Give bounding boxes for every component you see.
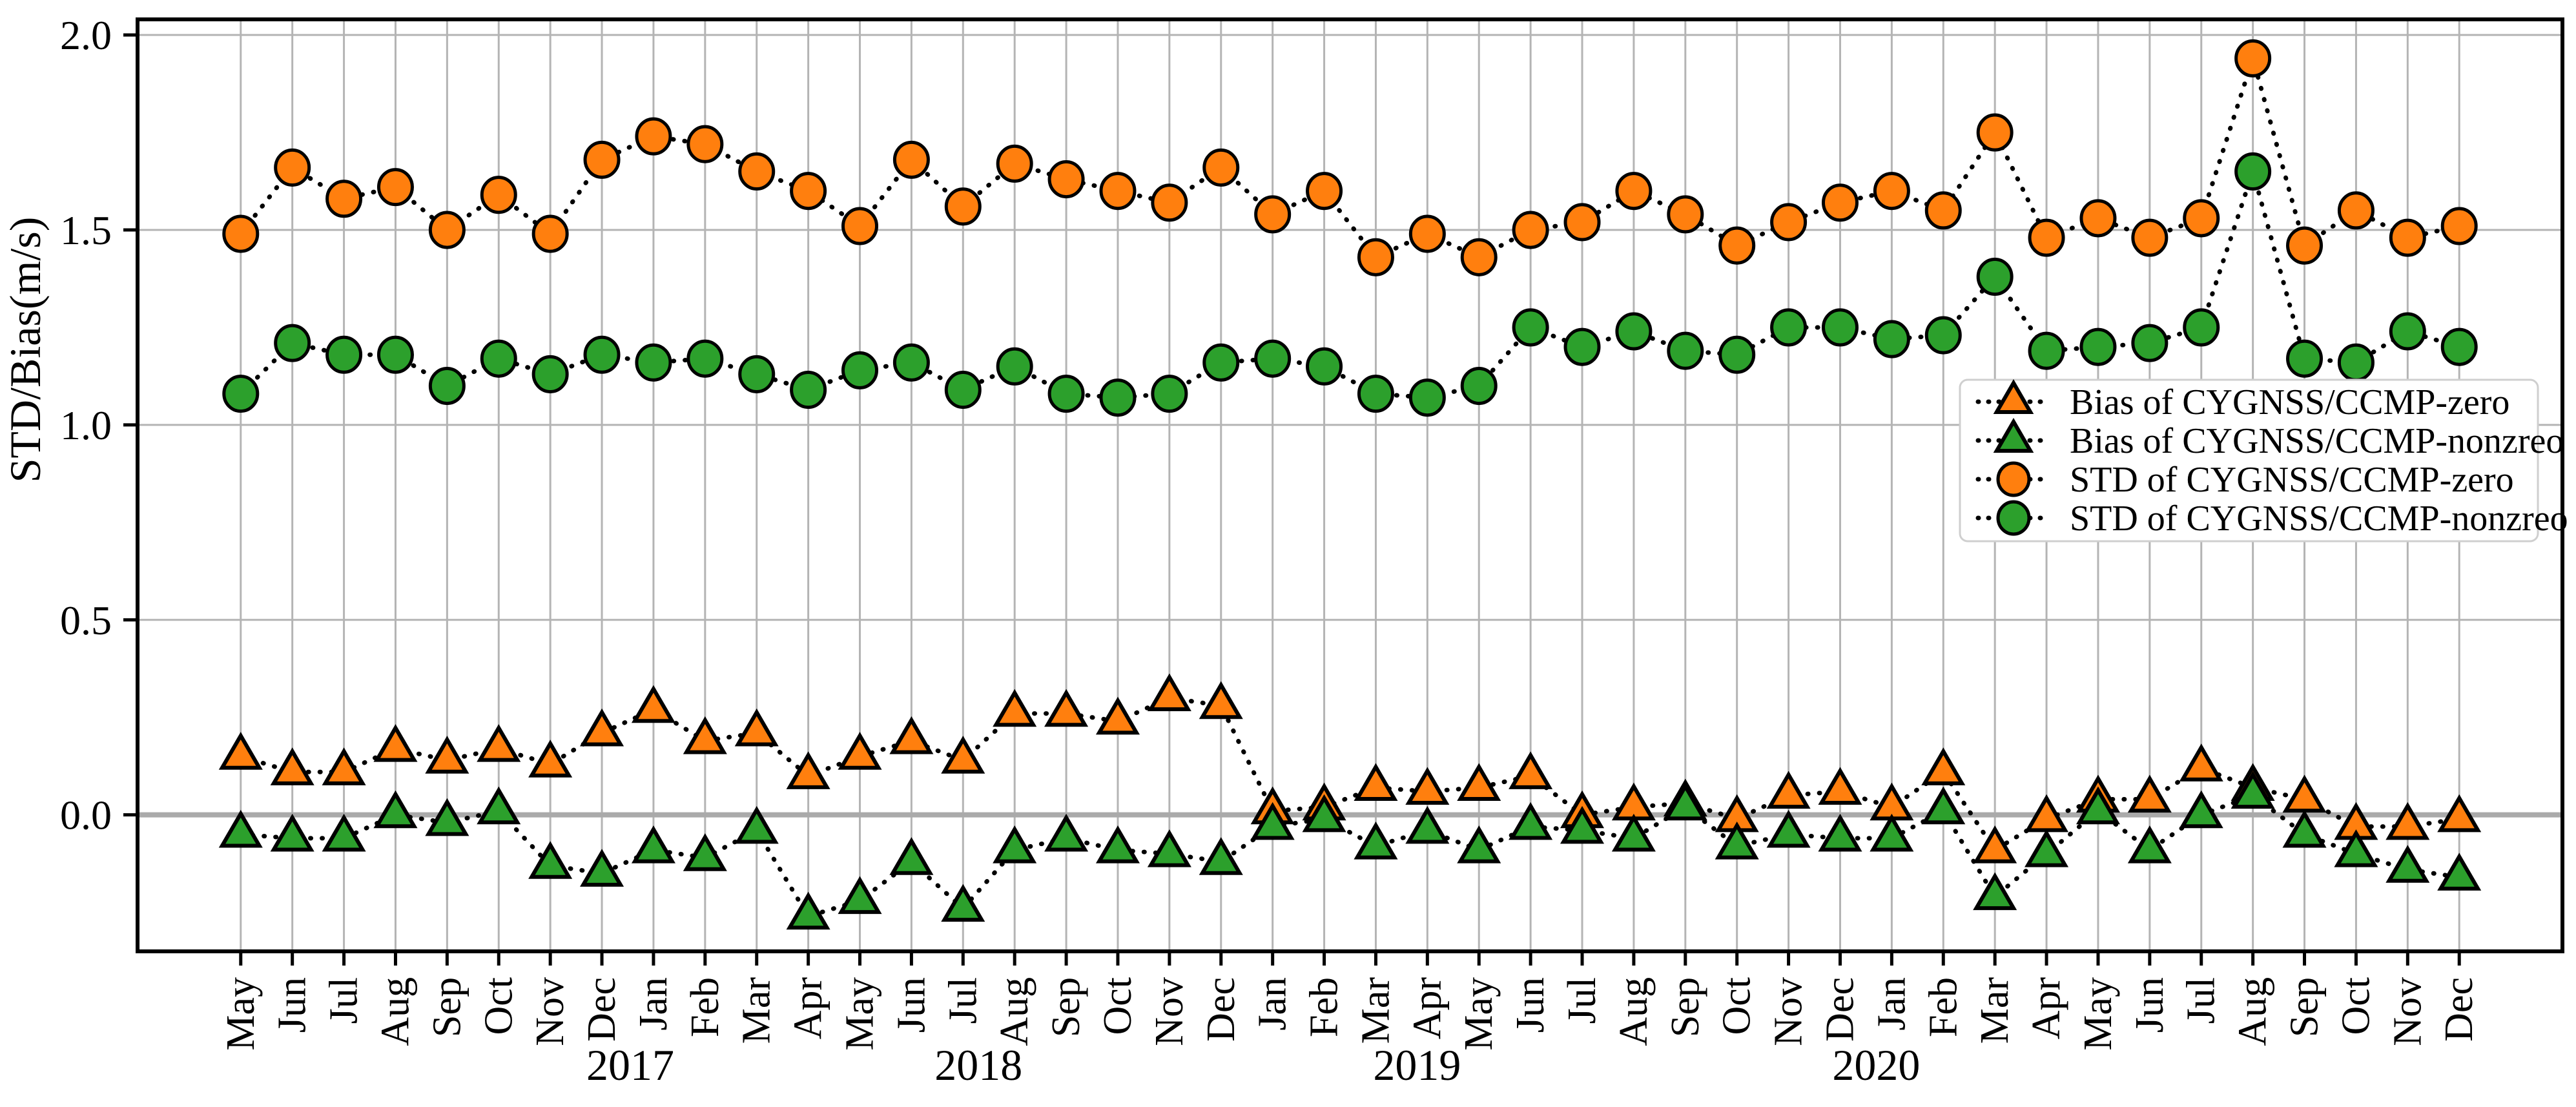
year-label-2019: 2019 xyxy=(1373,1040,1461,1090)
month-tick-label: Nov xyxy=(2385,977,2429,1046)
month-tick-label: Feb xyxy=(1303,977,1346,1037)
month-tick-label: Jun xyxy=(1509,977,1552,1033)
y-tick-labels: 0.0 0.5 1.0 1.5 2.0 xyxy=(60,12,112,838)
month-tick-label: Sep xyxy=(1664,977,1707,1037)
month-tick-label: May xyxy=(838,977,882,1051)
y-tick-label: 0.5 xyxy=(60,597,112,643)
y-tick-label: 1.0 xyxy=(60,402,112,448)
month-tick-label: Jan xyxy=(632,977,675,1031)
plot-border xyxy=(136,17,2564,953)
month-tick-label: Dec xyxy=(1818,977,1862,1042)
month-tick-label: Oct xyxy=(1715,977,1759,1035)
month-tick-label: Apr xyxy=(787,977,830,1040)
month-tick-label: Jan xyxy=(1870,977,1913,1031)
month-tick-label: Aug xyxy=(2231,977,2275,1046)
month-tick-label: Mar xyxy=(1973,977,2017,1044)
month-tick-label: Feb xyxy=(683,977,727,1037)
month-tick-label: Jul xyxy=(322,977,366,1024)
legend-item-1: Bias of CYGNSS/CCMP-zero xyxy=(1975,379,2509,422)
month-tick-label: Oct xyxy=(2334,977,2378,1035)
month-tick-label: Jul xyxy=(941,977,985,1024)
legend-label: Bias of CYGNSS/CCMP-nonzreo xyxy=(2070,421,2564,461)
legend-label: Bias of CYGNSS/CCMP-zero xyxy=(2070,382,2509,422)
month-tick-label: Oct xyxy=(477,977,520,1035)
month-tick-label: Dec xyxy=(1199,977,1243,1042)
series-std-nonzreo xyxy=(222,152,2478,417)
y-tick-label: 1.5 xyxy=(60,207,112,253)
month-tick-label: Nov xyxy=(1148,977,1191,1046)
month-tick-label: May xyxy=(2076,977,2120,1051)
series-bias-nonzreo xyxy=(218,771,2482,930)
year-label-2020: 2020 xyxy=(1832,1040,1920,1090)
month-tick-label: Nov xyxy=(528,977,572,1046)
legend-item-2: Bias of CYGNSS/CCMP-nonzreo xyxy=(1975,418,2564,461)
y-tick-label: 2.0 xyxy=(60,12,112,58)
month-tick-label: Sep xyxy=(2283,977,2327,1037)
month-tick-label: Dec xyxy=(580,977,624,1042)
axis-ticks xyxy=(123,33,2461,966)
x-tick-labels: May Jun Jul Aug Sep Oct Nov Dec Jan Feb Mar Apr May J… xyxy=(219,977,2481,1051)
month-tick-label: Sep xyxy=(1044,977,1088,1037)
legend-label: STD of CYGNSS/CCMP-nonzreo xyxy=(2070,499,2568,539)
legend-item-4: STD of CYGNSS/CCMP-nonzreo xyxy=(1975,499,2568,539)
month-tick-label: Mar xyxy=(1354,977,1397,1044)
month-tick-label: Aug xyxy=(1612,977,1656,1046)
month-tick-label: Nov xyxy=(1767,977,1811,1046)
month-tick-label: Jul xyxy=(2179,977,2223,1024)
month-tick-label: Aug xyxy=(993,977,1036,1046)
legend-item-3: STD of CYGNSS/CCMP-zero xyxy=(1975,460,2514,500)
y-axis-title: STD/Bias(m/s) xyxy=(1,217,50,483)
month-tick-label: Dec xyxy=(2437,977,2481,1042)
series-std-zero xyxy=(222,39,2478,276)
month-tick-label: May xyxy=(1457,977,1501,1051)
legend-label: STD of CYGNSS/CCMP-zero xyxy=(2070,460,2514,500)
month-tick-label: Feb xyxy=(1921,977,1965,1037)
year-labels: 2017 2018 2019 2020 xyxy=(586,1040,1920,1090)
month-tick-label: Jun xyxy=(2128,977,2172,1033)
month-tick-label: Jun xyxy=(889,977,933,1033)
month-tick-label: May xyxy=(219,977,263,1051)
month-tick-label: Oct xyxy=(1096,977,1140,1035)
month-tick-label: Apr xyxy=(2025,977,2068,1040)
year-label-2018: 2018 xyxy=(934,1040,1022,1090)
year-label-2017: 2017 xyxy=(586,1040,674,1090)
y-tick-label: 0.0 xyxy=(60,792,112,838)
month-tick-label: Jun xyxy=(271,977,314,1033)
month-tick-label: Jan xyxy=(1251,977,1295,1031)
month-tick-label: Sep xyxy=(425,977,469,1037)
month-tick-label: Aug xyxy=(373,977,417,1046)
month-tick-label: Jul xyxy=(1560,977,1604,1024)
month-tick-label: Mar xyxy=(735,977,779,1044)
month-tick-label: Apr xyxy=(1405,977,1449,1040)
